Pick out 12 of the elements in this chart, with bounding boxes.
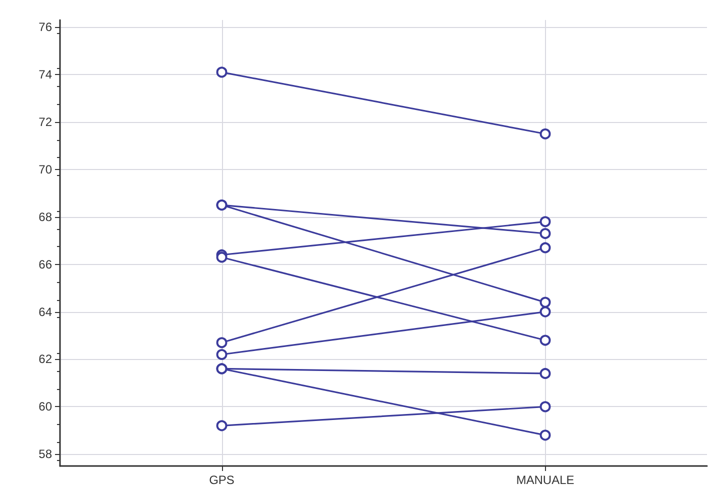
- y-tick-label: 66: [38, 257, 52, 272]
- y-tick-label: 72: [38, 115, 52, 130]
- y-tick-label: 74: [38, 68, 52, 82]
- y-tick-label: 68: [38, 210, 52, 224]
- x-tick-label: GPS: [209, 473, 234, 487]
- y-tick-label: 64: [38, 304, 52, 319]
- y-tick-label: 58: [38, 447, 52, 462]
- x-tick-label: MANUALE: [516, 473, 574, 487]
- y-tick-label: 70: [38, 162, 52, 176]
- y-tick-label: 60: [38, 400, 52, 414]
- y-tick-label: 62: [38, 352, 52, 366]
- y-tick-label: 76: [38, 20, 52, 34]
